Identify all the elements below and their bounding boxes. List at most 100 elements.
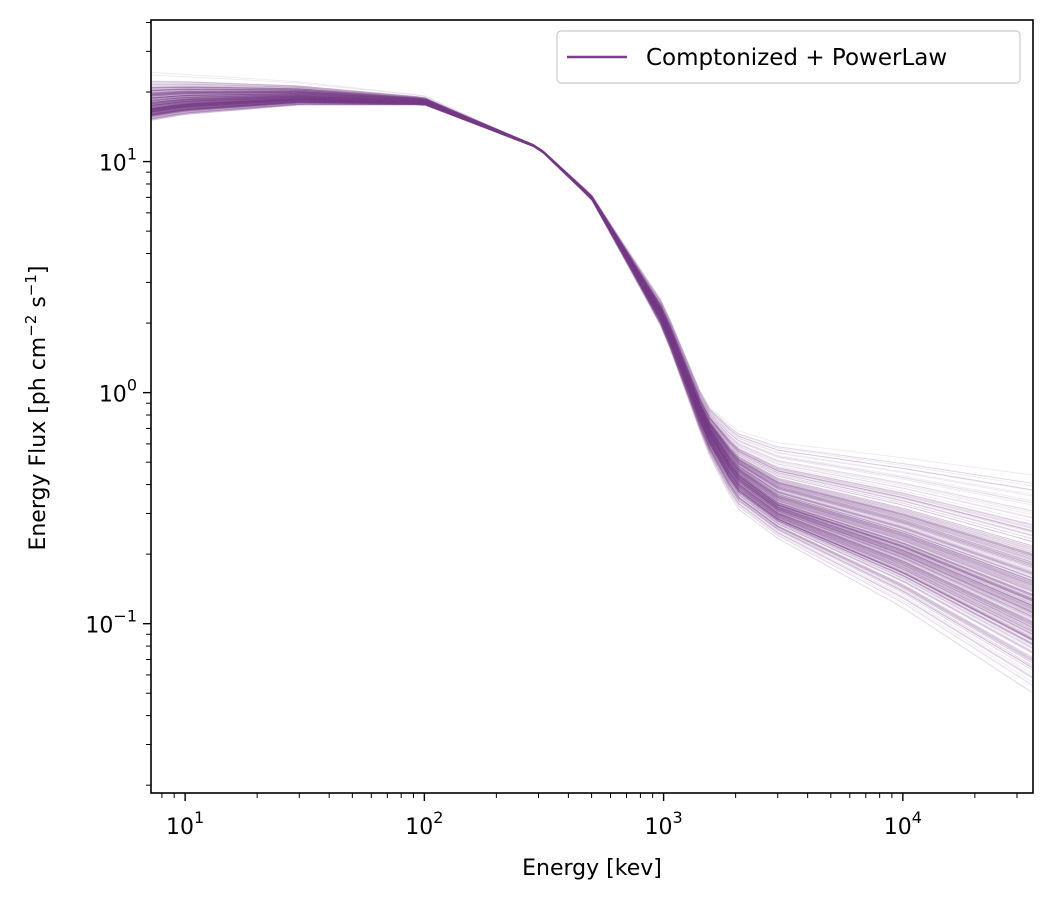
sample-curve	[151, 90, 1033, 603]
sample-curve	[151, 95, 1033, 638]
sample-curve	[151, 97, 1033, 588]
x-tick-label: 104	[884, 808, 922, 840]
sample-curve	[151, 95, 1033, 576]
sample-curve	[151, 96, 1033, 601]
sample-curve	[151, 93, 1033, 566]
sample-curve	[151, 94, 1033, 669]
sample-curve	[151, 99, 1033, 628]
sample-curve	[151, 98, 1033, 607]
sample-curve	[151, 93, 1033, 659]
sample-curve	[151, 102, 1033, 600]
sample-curve	[151, 95, 1033, 649]
sample-curve	[151, 93, 1033, 526]
sample-curve	[151, 95, 1033, 620]
sample-curve	[151, 88, 1033, 574]
sample-curve	[151, 90, 1033, 629]
sample-curve	[151, 103, 1033, 601]
sample-curve	[151, 93, 1033, 563]
sample-curve	[151, 89, 1033, 567]
sample-curve	[151, 92, 1033, 575]
sample-curve	[151, 99, 1033, 534]
sample-curve	[151, 91, 1033, 569]
sample-curve	[151, 90, 1033, 599]
sample-curve	[151, 96, 1033, 624]
sample-curve	[151, 99, 1033, 563]
sample-curve	[151, 94, 1033, 652]
sample-curve	[151, 93, 1033, 547]
sample-curve	[151, 92, 1033, 628]
sample-curve	[151, 101, 1033, 631]
sample-curve	[151, 98, 1033, 574]
sample-curve	[151, 98, 1033, 560]
sample-curve	[151, 93, 1033, 619]
sample-curve	[151, 101, 1033, 617]
sample-curve	[151, 102, 1033, 669]
sample-curve	[151, 100, 1033, 556]
sample-curve	[151, 93, 1033, 600]
sample-curve	[151, 98, 1033, 641]
sample-curve	[151, 96, 1033, 645]
sample-curve	[151, 98, 1033, 484]
sample-curve	[151, 99, 1033, 596]
sample-curve	[151, 89, 1033, 556]
sample-curve	[151, 99, 1033, 631]
sample-curve	[151, 100, 1033, 636]
legend-label: Comptonized + PowerLaw	[646, 45, 947, 71]
sample-curve	[151, 99, 1033, 555]
sample-curve	[151, 101, 1033, 502]
legend-frame	[556, 30, 1021, 84]
sample-curve	[151, 98, 1033, 639]
sample-curve	[151, 102, 1033, 627]
sample-curve	[151, 97, 1033, 612]
sample-curve	[151, 95, 1033, 614]
sample-curve	[151, 94, 1033, 659]
sample-curve	[151, 86, 1033, 491]
sample-curve	[151, 99, 1033, 629]
sample-curve	[151, 95, 1033, 607]
sample-curve	[151, 100, 1033, 653]
x-axis-label: Energy [kev]	[522, 856, 662, 881]
sample-curve	[151, 101, 1033, 604]
sample-curve	[151, 97, 1033, 616]
sample-curve	[151, 97, 1033, 561]
sample-curve	[151, 100, 1033, 529]
sample-curve	[151, 98, 1033, 496]
sample-curve	[151, 98, 1033, 596]
legend: Comptonized + PowerLaw	[556, 30, 1021, 84]
sample-curve	[151, 103, 1033, 576]
sample-curve	[151, 95, 1033, 639]
sample-curve	[151, 98, 1033, 596]
sample-curve	[151, 96, 1033, 597]
sample-curve	[151, 91, 1033, 591]
sample-curve	[151, 100, 1033, 497]
sample-curve	[151, 94, 1033, 571]
sample-curve	[151, 91, 1033, 565]
sample-curve	[151, 103, 1033, 627]
sample-curve	[151, 97, 1033, 613]
sample-curve	[151, 99, 1033, 614]
sample-curve	[151, 87, 1033, 645]
sample-curve	[151, 94, 1033, 579]
sample-curve	[151, 94, 1033, 547]
sample-curve	[151, 93, 1033, 599]
sample-curve	[151, 101, 1033, 653]
sample-curve	[151, 98, 1033, 476]
sample-curve	[151, 98, 1033, 551]
sample-curve	[151, 98, 1033, 644]
sample-curve	[151, 98, 1033, 548]
sample-curve	[151, 99, 1033, 612]
sample-curve	[151, 92, 1033, 624]
sample-curve	[151, 98, 1033, 585]
sample-curve	[151, 97, 1033, 573]
sample-curve	[151, 94, 1033, 613]
sample-curve	[151, 99, 1033, 611]
sample-curve	[151, 86, 1033, 660]
sample-curve	[151, 99, 1033, 626]
y-axis-label: Energy Flux [ph cm−2 s−1]	[22, 265, 51, 550]
sample-curve	[151, 101, 1033, 611]
sample-curve	[151, 98, 1033, 579]
sample-curve	[151, 95, 1033, 580]
sample-curve	[151, 86, 1033, 654]
sample-curve	[151, 92, 1033, 567]
sample-curves	[151, 71, 1033, 694]
